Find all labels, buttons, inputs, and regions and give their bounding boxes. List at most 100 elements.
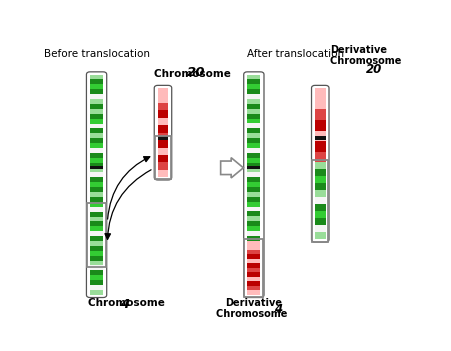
Bar — [247, 206, 261, 211]
Bar — [244, 239, 263, 297]
Bar — [158, 103, 168, 110]
Bar — [247, 286, 261, 290]
Bar — [247, 104, 261, 109]
Bar — [90, 128, 103, 133]
Bar — [247, 167, 261, 172]
Bar — [90, 280, 103, 285]
Bar — [247, 272, 261, 277]
Bar — [90, 167, 103, 172]
Bar — [315, 211, 326, 218]
Bar — [247, 281, 261, 286]
Bar — [247, 177, 261, 182]
Bar — [90, 251, 103, 256]
Bar — [247, 79, 261, 84]
Bar — [247, 259, 261, 263]
Bar — [247, 109, 261, 114]
Bar — [247, 182, 261, 187]
Bar — [90, 143, 103, 148]
Bar — [158, 133, 168, 140]
Bar — [90, 236, 103, 241]
Bar — [90, 187, 103, 192]
Bar — [247, 250, 261, 254]
Bar — [90, 192, 103, 197]
Text: Derivative
Chromosome: Derivative Chromosome — [216, 298, 291, 319]
Bar — [312, 160, 328, 241]
Text: Before translocation: Before translocation — [44, 49, 150, 59]
Bar — [90, 226, 103, 231]
Bar — [90, 212, 103, 217]
Bar — [90, 153, 103, 158]
Bar — [315, 131, 326, 141]
Bar — [315, 190, 326, 197]
Bar — [90, 166, 103, 170]
Bar — [315, 137, 326, 140]
Bar — [87, 204, 106, 267]
Bar — [247, 231, 261, 236]
Bar — [247, 89, 261, 94]
Bar — [90, 207, 103, 212]
Bar — [247, 153, 261, 158]
Bar — [158, 137, 168, 140]
Bar — [90, 124, 103, 128]
Bar — [158, 170, 168, 177]
Bar — [90, 221, 103, 226]
Bar — [247, 268, 261, 272]
Bar — [247, 158, 261, 163]
Bar — [90, 197, 103, 202]
Bar — [247, 124, 261, 128]
Bar — [90, 241, 103, 246]
Text: Chromosome: Chromosome — [88, 298, 169, 307]
Bar — [247, 192, 261, 197]
Bar — [90, 246, 103, 251]
Bar — [90, 74, 103, 79]
Bar — [158, 110, 168, 118]
Bar — [247, 143, 261, 148]
Bar — [90, 94, 103, 99]
Bar — [90, 270, 103, 275]
Bar — [158, 88, 168, 95]
Bar — [90, 275, 103, 280]
Bar — [90, 256, 103, 260]
Bar — [315, 163, 326, 170]
Bar — [315, 177, 326, 183]
Bar — [315, 99, 326, 109]
Bar — [315, 232, 326, 239]
Bar — [90, 89, 103, 94]
Bar — [158, 155, 168, 163]
Bar — [158, 140, 168, 147]
Bar — [315, 204, 326, 211]
Bar — [247, 197, 261, 202]
Bar — [90, 158, 103, 163]
Bar — [315, 152, 326, 163]
Bar — [247, 226, 261, 231]
Bar — [247, 241, 261, 245]
Bar — [315, 225, 326, 232]
Bar — [90, 182, 103, 187]
Bar — [247, 84, 261, 89]
Bar — [90, 290, 103, 295]
Bar — [90, 84, 103, 89]
Bar — [247, 99, 261, 104]
Bar — [247, 128, 261, 133]
Bar — [247, 94, 261, 99]
Bar — [315, 197, 326, 204]
Text: 20: 20 — [366, 63, 382, 76]
Bar — [247, 290, 261, 295]
Text: 4: 4 — [274, 303, 282, 316]
Bar — [247, 211, 261, 216]
Bar — [315, 141, 326, 152]
Bar — [158, 118, 168, 125]
Bar — [90, 217, 103, 221]
Bar — [315, 88, 326, 99]
Bar — [315, 109, 326, 120]
Bar — [247, 74, 261, 79]
FancyBboxPatch shape — [312, 85, 329, 242]
Bar — [247, 138, 261, 143]
Bar — [90, 133, 103, 138]
Bar — [155, 136, 171, 179]
Bar — [90, 172, 103, 177]
Bar — [247, 202, 261, 206]
Bar — [90, 114, 103, 119]
Bar — [247, 221, 261, 226]
Bar — [158, 147, 168, 155]
